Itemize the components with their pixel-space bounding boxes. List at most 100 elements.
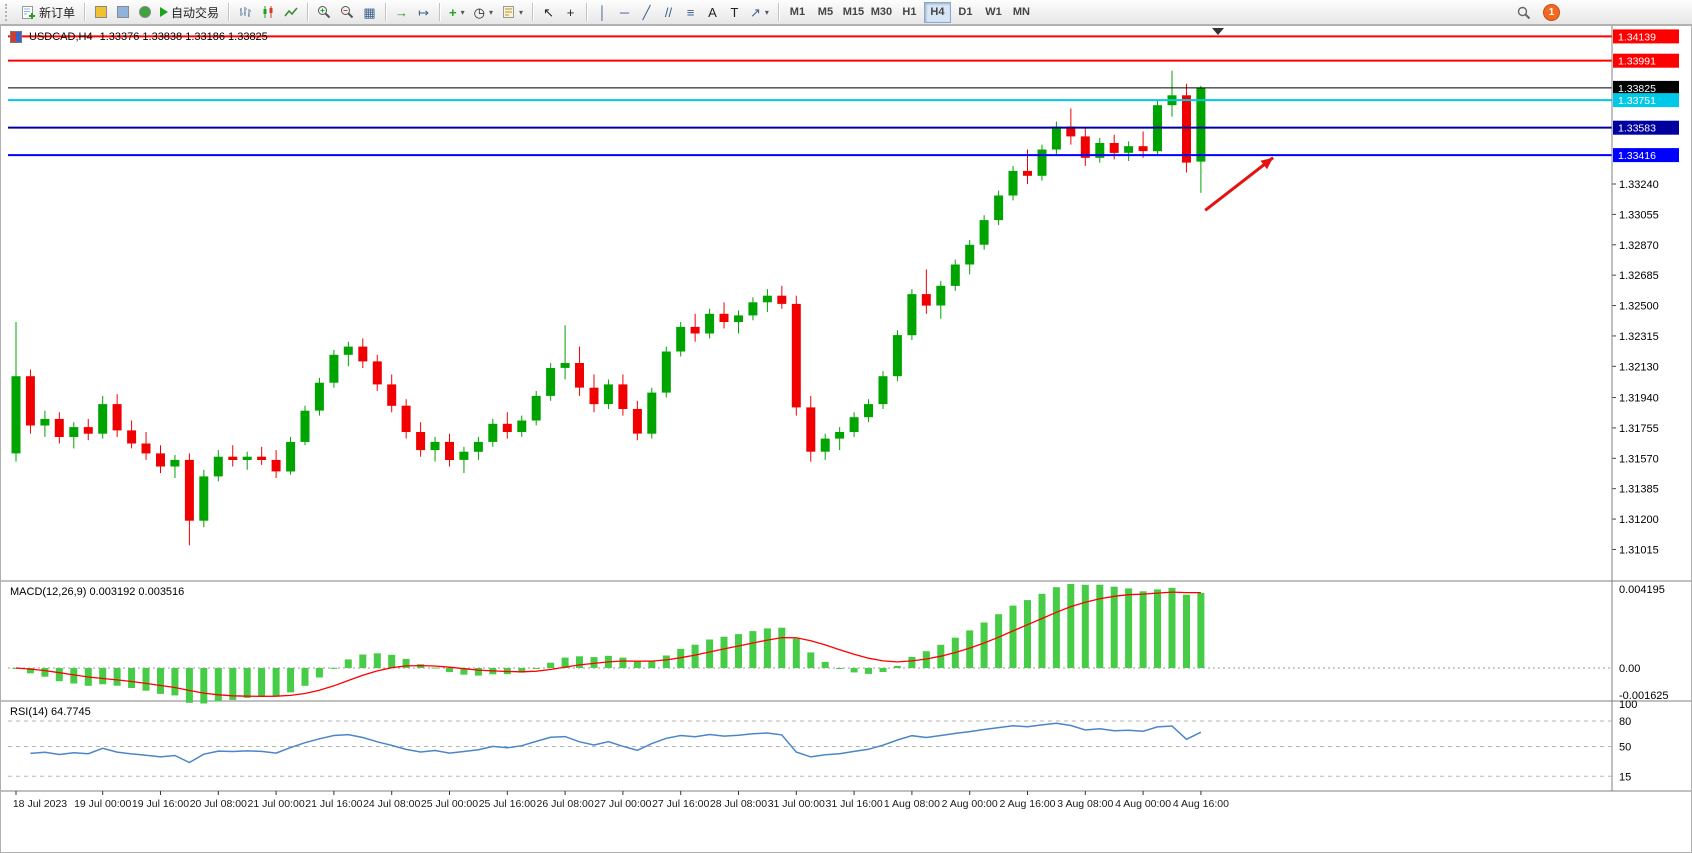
candle-body [127, 430, 137, 444]
candle-body [632, 409, 642, 434]
timeframe-button-m15[interactable]: M15 [840, 2, 867, 23]
channel-button[interactable]: // [658, 2, 679, 23]
price-axis-label: 1.31385 [1619, 484, 1659, 496]
candle-body [25, 376, 35, 426]
label-tool-button[interactable]: T [724, 2, 745, 23]
candle-body [734, 315, 743, 322]
macd-histogram-bar [446, 668, 453, 673]
timeframe-button-mn[interactable]: MN [1008, 2, 1035, 23]
macd-histogram-bar [763, 628, 771, 668]
arrows-tool-button[interactable]: ↗ ▾ [746, 2, 773, 23]
macd-histogram-bar [99, 668, 107, 685]
fibonacci-button[interactable]: ≡ [680, 2, 701, 23]
candle-body [864, 404, 873, 418]
macd-histogram-bar [908, 656, 916, 668]
toolbar-separator [385, 3, 387, 21]
macd-histogram-bar [55, 668, 63, 682]
time-axis[interactable] [0, 792, 1692, 853]
text-tool-button[interactable]: A [702, 2, 723, 23]
rsi-axis-label: 100 [1619, 699, 1637, 711]
macd-histogram-bar [1081, 584, 1089, 668]
vertical-line-icon: │ [598, 4, 607, 20]
time-axis-label: 19 Jul 00:00 [74, 798, 131, 810]
text-icon: A [708, 4, 717, 20]
timeframe-button-m5[interactable]: M5 [812, 2, 839, 23]
candle-body [849, 417, 859, 432]
macd-histogram-bar [1024, 600, 1031, 668]
toolbar-grip[interactable] [5, 3, 12, 21]
zoom-out-button[interactable] [336, 2, 358, 23]
macd-histogram-bar [1125, 588, 1133, 668]
macd-histogram-bar [792, 638, 800, 668]
timeframe-button-m1[interactable]: M1 [784, 2, 811, 23]
auto-scroll-icon: → [395, 4, 409, 20]
macd-histogram-bar [344, 659, 352, 668]
indicators-button[interactable]: + ▾ [445, 2, 469, 23]
macd-histogram-bar [547, 662, 555, 668]
crosshair-button[interactable]: + [560, 2, 581, 23]
timeframe-button-d1[interactable]: D1 [952, 2, 979, 23]
notification-badge[interactable]: 1 [1543, 4, 1560, 21]
bar-chart-button[interactable] [234, 2, 256, 23]
chart-symbol-icon [10, 31, 22, 43]
timeframe-button-m30[interactable]: M30 [868, 2, 895, 23]
candle-body [473, 441, 483, 452]
cursor-button[interactable]: ↖ [538, 2, 559, 23]
price-axis-label: 1.31015 [1619, 545, 1659, 557]
terminal-button[interactable] [134, 2, 155, 23]
vertical-line-button[interactable]: │ [592, 2, 613, 23]
price-badge [1613, 93, 1679, 108]
candlestick-chart-button[interactable] [257, 2, 279, 23]
candle-body [950, 264, 960, 286]
clock-icon: ◷ [473, 4, 485, 20]
candle-body [892, 335, 902, 377]
crosshair-icon: + [566, 4, 575, 20]
macd-histogram-bar [807, 652, 815, 668]
price-axis[interactable] [1613, 25, 1692, 791]
templates-button[interactable]: ▾ [498, 2, 527, 23]
tile-windows-button[interactable]: ▦ [359, 2, 380, 23]
chart-shift-marker[interactable] [1212, 28, 1224, 35]
timeframe-button-h1[interactable]: H1 [896, 2, 923, 23]
time-axis-label: 26 Jul 08:00 [536, 798, 593, 810]
macd-histogram-bar [229, 668, 237, 700]
trend-arrow[interactable] [1204, 156, 1275, 212]
candle-body [1080, 136, 1090, 158]
new-order-icon [22, 5, 35, 19]
rsi-axis-label: 50 [1619, 742, 1631, 754]
toolbar-separator [532, 3, 534, 21]
macd-histogram-bar [301, 668, 309, 686]
trendline-icon: ╱ [642, 4, 651, 20]
candle-body [445, 441, 454, 460]
periods-button[interactable]: ◷ ▾ [470, 2, 497, 23]
market-watch-button[interactable] [90, 2, 111, 23]
navigator-button[interactable] [112, 2, 133, 23]
candle-body [430, 441, 440, 451]
trend-arrow-head[interactable] [1260, 157, 1274, 170]
new-order-button[interactable]: 新订单 [17, 2, 79, 23]
dropdown-caret-icon: ▾ [519, 7, 524, 17]
trendline-button[interactable]: ╱ [636, 2, 657, 23]
candle-body [1124, 146, 1134, 153]
auto-trading-button[interactable]: 自动交易 [156, 2, 223, 23]
price-badge-label: 1.34139 [1618, 31, 1656, 43]
search-button[interactable] [1513, 2, 1535, 23]
auto-scroll-button[interactable]: → [391, 2, 412, 23]
toolbar-separator [586, 3, 588, 21]
time-axis-label: 2 Aug 00:00 [942, 798, 998, 810]
chart-shift-button[interactable]: ↦ [413, 2, 434, 23]
horizontal-line-button[interactable]: ─ [614, 2, 635, 23]
macd-histogram-bar [735, 634, 742, 668]
candle-body [1095, 143, 1105, 158]
price-axis-label: 1.31755 [1619, 423, 1659, 435]
price-badge [1613, 80, 1679, 95]
line-chart-button[interactable] [280, 2, 302, 23]
timeframe-button-h4[interactable]: H4 [923, 1, 951, 23]
time-axis-label: 21 Jul 00:00 [247, 798, 304, 810]
zoom-in-button[interactable] [313, 2, 335, 23]
timeframe-button-w1[interactable]: W1 [980, 2, 1007, 23]
candle-body [806, 407, 816, 452]
candle-body [329, 354, 339, 383]
rsi-axis-label: 15 [1619, 771, 1631, 783]
